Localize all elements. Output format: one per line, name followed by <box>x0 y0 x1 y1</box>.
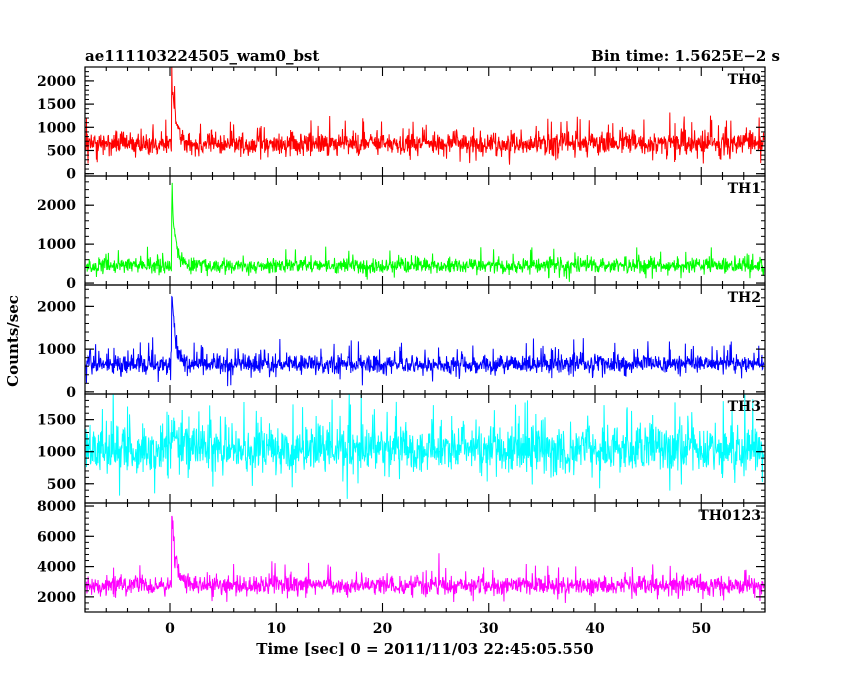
y-tick-label: 8000 <box>37 499 76 515</box>
panel-th0: 0 500 1000 1500 2000 TH0 <box>37 66 766 183</box>
chart-title: ae111103224505_wam0_bst <box>85 47 319 65</box>
x-tick-label: 40 <box>585 621 605 637</box>
panel-label-th2: TH2 <box>728 290 761 306</box>
y-tick-label: 2000 <box>37 299 76 315</box>
y-tick-label: 4000 <box>37 560 76 576</box>
series-line-th0 <box>85 67 765 165</box>
y-tick-label: 1000 <box>37 120 76 136</box>
x-axis-label: Time [sec] 0 = 2011/11/03 22:45:05.550 <box>256 640 593 658</box>
y-tick-label: 2000 <box>37 198 76 214</box>
panel-th3: 500 1000 1500 TH3 <box>37 393 766 504</box>
panel-label-th3: TH3 <box>728 399 761 415</box>
panel-label-th1: TH1 <box>728 181 761 197</box>
y-tick-label: 1000 <box>37 237 76 253</box>
panel-frame <box>84 66 766 177</box>
y-tick-label: 2000 <box>37 590 76 606</box>
x-tick-label: 20 <box>373 621 393 637</box>
panels-group: 0 500 1000 1500 2000 TH0 0 1000 2000 TH1 0 1000 2000… <box>37 66 766 613</box>
series-line-th0123 <box>85 515 765 603</box>
panel-th2: 0 1000 2000 TH2 <box>37 284 766 401</box>
y-tick-label: 0 <box>66 276 76 292</box>
x-tick-label: 50 <box>692 621 712 637</box>
series-line-th1 <box>85 182 765 282</box>
panel-th0123: 2000 4000 6000 8000 TH0123 <box>37 499 766 613</box>
y-tick-label: 6000 <box>37 529 76 545</box>
panel-label-th0: TH0 <box>728 72 762 88</box>
bin-time-label: Bin time: 1.5625E−2 s <box>591 47 780 65</box>
panel-frame <box>84 284 766 395</box>
panel-label-th0123: TH0123 <box>698 508 761 524</box>
x-tick-label: 0 <box>165 621 175 637</box>
y-tick-label: 0 <box>66 385 76 401</box>
panel-frame <box>84 502 766 613</box>
panel-th1: 0 1000 2000 TH1 <box>37 175 766 292</box>
y-axis-label: Counts/sec <box>4 295 22 387</box>
y-tick-label: 1500 <box>37 413 76 429</box>
y-tick-label: 1000 <box>37 342 76 358</box>
x-tick-label: 30 <box>479 621 499 637</box>
x-tick-label: 10 <box>267 621 287 637</box>
y-tick-label: 2000 <box>37 74 76 90</box>
y-tick-label: 0 <box>66 167 76 183</box>
y-tick-label: 500 <box>47 477 76 493</box>
y-tick-label: 1500 <box>37 97 76 113</box>
y-tick-label: 500 <box>47 143 76 159</box>
y-tick-label: 1000 <box>37 445 76 461</box>
series-line-th2 <box>85 295 765 387</box>
series-line-th3 <box>85 394 765 499</box>
x-axis: 0 10 20 30 40 50 <box>165 621 711 637</box>
